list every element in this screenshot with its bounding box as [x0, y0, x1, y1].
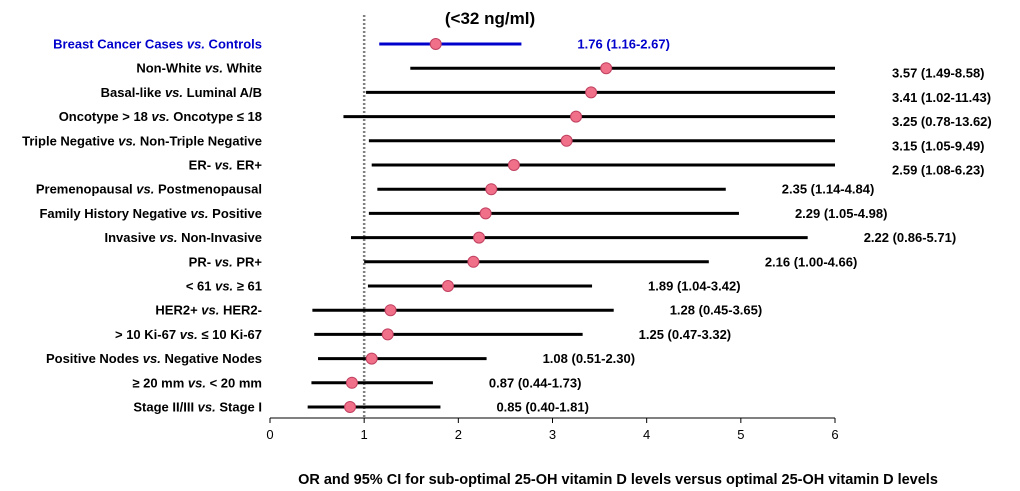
or-ci-value: 2.22 (0.86-5.71): [864, 230, 957, 245]
or-point: [560, 134, 573, 147]
or-point: [344, 401, 357, 413]
forest-row: Non-White vs. White 3.57 (1.49-8.58): [136, 61, 984, 81]
forest-row: Stage II/III vs. Stage I 0.85 (0.40-1.81): [133, 400, 589, 415]
row-label: PR- vs. PR+: [189, 254, 263, 269]
rows-layer: Breast Cancer Cases vs. Controls 1.76 (1.…: [22, 37, 992, 415]
or-ci-value: 1.25 (0.47-3.32): [639, 327, 732, 342]
forest-row: < 61 vs. ≥ 61 1.89 (1.04-3.42): [186, 279, 741, 294]
or-ci-value: 3.57 (1.49-8.58): [892, 66, 985, 81]
row-label: Family History Negative vs. Positive: [39, 206, 262, 221]
x-tick-label: 4: [643, 427, 650, 442]
or-point: [600, 62, 613, 75]
row-label: Positive Nodes vs. Negative Nodes: [46, 351, 262, 366]
or-point: [585, 86, 598, 99]
row-label: HER2+ vs. HER2-: [155, 303, 262, 318]
x-tick-label: 6: [831, 427, 838, 442]
or-ci-value: 2.29 (1.05-4.98): [795, 206, 888, 221]
or-point: [441, 280, 454, 292]
row-label: Invasive vs. Non-Invasive: [104, 230, 262, 245]
forest-row: ER- vs. ER+ 2.59 (1.08-6.23): [189, 158, 985, 178]
row-label: > 10 Ki-67 vs. ≤ 10 Ki-67: [115, 327, 262, 342]
row-label: ER- vs. ER+: [189, 158, 263, 173]
or-point: [384, 304, 397, 317]
or-point: [365, 352, 378, 365]
or-ci-value: 3.15 (1.05-9.49): [892, 138, 985, 153]
or-point: [345, 376, 358, 389]
or-ci-value: 2.59 (1.08-6.23): [892, 163, 985, 178]
or-ci-value: 1.76 (1.16-2.67): [577, 37, 670, 52]
chart-title: (<32 ng/ml): [445, 9, 535, 28]
or-ci-value: 2.16 (1.00-4.66): [765, 254, 858, 269]
x-tick-label: 5: [737, 427, 744, 442]
row-label: Basal-like vs. Luminal A/B: [101, 85, 262, 100]
forest-row: Positive Nodes vs. Negative Nodes 1.08 (0…: [46, 351, 635, 366]
or-ci-value: 3.41 (1.02-11.43): [892, 90, 991, 105]
forest-row: Triple Negative vs. Non-Triple Negative 3…: [22, 133, 984, 153]
forest-row: Basal-like vs. Luminal A/B 3.41 (1.02-11.…: [101, 85, 991, 105]
forest-row: Premenopausal vs. Postmenopausal 2.35 (1.…: [36, 182, 874, 197]
forest-row: Family History Negative vs. Positive 2.29…: [39, 206, 887, 221]
row-label: Breast Cancer Cases vs. Controls: [53, 37, 262, 52]
or-point: [381, 328, 394, 341]
or-ci-value: 1.08 (0.51-2.30): [543, 351, 636, 366]
forest-row: Breast Cancer Cases vs. Controls 1.76 (1.…: [53, 37, 670, 52]
row-label: ≥ 20 mm vs. < 20 mm: [132, 375, 262, 390]
row-label: Oncotype > 18 vs. Oncotype ≤ 18: [59, 109, 262, 124]
or-ci-value: 1.89 (1.04-3.42): [648, 279, 741, 294]
or-point: [473, 231, 486, 244]
x-tick-label: 3: [549, 427, 556, 442]
x-tick-label: 0: [266, 427, 273, 442]
or-point: [485, 183, 498, 196]
or-point: [570, 110, 583, 123]
row-label: Stage II/III vs. Stage I: [133, 400, 262, 415]
x-tick-label: 1: [361, 427, 368, 442]
or-point: [507, 159, 520, 171]
forest-row: > 10 Ki-67 vs. ≤ 10 Ki-67 1.25 (0.47-3.32…: [115, 327, 731, 342]
forest-row: ≥ 20 mm vs. < 20 mm 0.87 (0.44-1.73): [132, 375, 581, 390]
row-label: < 61 vs. ≥ 61: [186, 279, 262, 294]
row-label: Non-White vs. White: [136, 61, 262, 76]
row-label: Triple Negative vs. Non-Triple Negative: [22, 133, 262, 148]
x-axis: 0 1 2 3 4 5 6: [266, 417, 839, 442]
or-ci-value: 0.85 (0.40-1.81): [496, 400, 589, 415]
or-point: [479, 207, 492, 220]
forest-row: Invasive vs. Non-Invasive 2.22 (0.86-5.71…: [104, 230, 956, 245]
row-label: Premenopausal vs. Postmenopausal: [36, 182, 262, 197]
or-point: [467, 255, 480, 268]
or-ci-value: 2.35 (1.14-4.84): [782, 182, 875, 197]
forest-row: HER2+ vs. HER2- 1.28 (0.45-3.65): [155, 303, 762, 318]
or-ci-value: 3.25 (0.78-13.62): [892, 114, 992, 129]
or-point: [429, 38, 442, 50]
x-tick-label: 2: [455, 427, 462, 442]
or-ci-value: 0.87 (0.44-1.73): [489, 375, 582, 390]
or-ci-value: 1.28 (0.45-3.65): [670, 303, 763, 318]
x-axis-label: OR and 95% CI for sub-optimal 25-OH vita…: [298, 472, 938, 488]
forest-row: PR- vs. PR+ 2.16 (1.00-4.66): [189, 254, 858, 269]
forest-row: Oncotype > 18 vs. Oncotype ≤ 18 3.25 (0.7…: [59, 109, 992, 129]
